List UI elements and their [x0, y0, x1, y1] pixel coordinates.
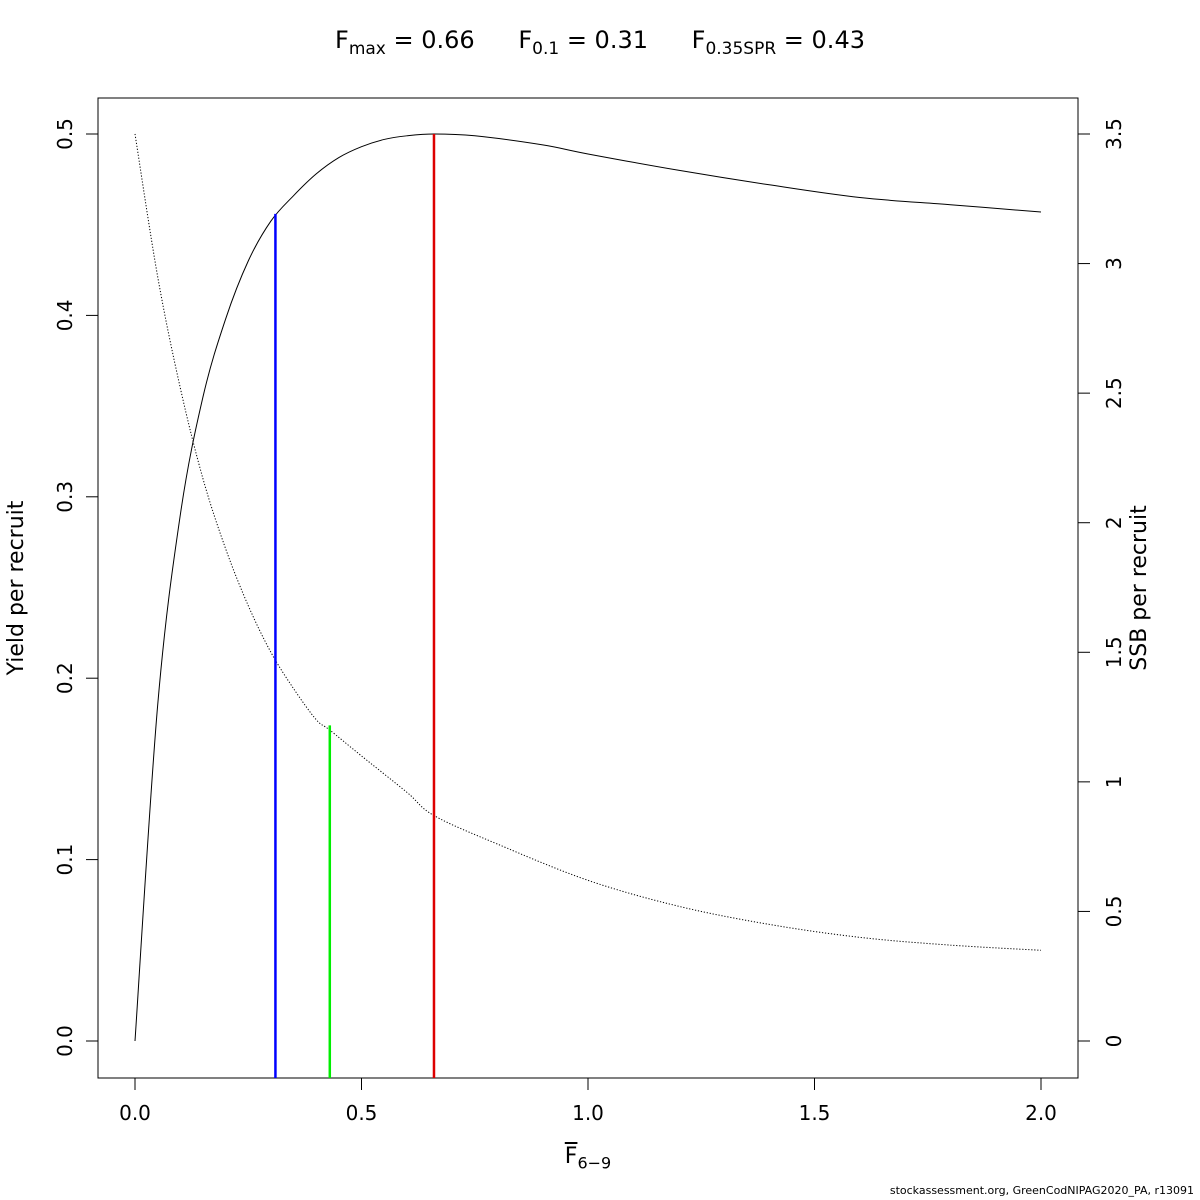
- x-tick-label: 0.0: [119, 1101, 151, 1125]
- x-axis-label-symbol: F: [564, 1144, 578, 1169]
- y-axis-left-label: Yield per recruit: [4, 500, 29, 676]
- y-right-tick-label: 3.5: [1102, 118, 1126, 150]
- title-fmax: Fmax = 0.66: [335, 26, 482, 59]
- title-f035spr-value: = 0.43: [776, 26, 865, 54]
- y-axis-left: 0.0 0.1 0.2 0.3 0.4 0.5: [53, 118, 98, 1057]
- y-left-tick-label: 0.4: [53, 299, 77, 331]
- title-f01-symbol: F: [518, 26, 533, 54]
- x-tick-label: 0.5: [346, 1101, 378, 1125]
- x-axis: 0.0 0.5 1.0 1.5 2.0: [119, 1078, 1057, 1125]
- title-f01-value: = 0.31: [559, 26, 648, 54]
- title-fmax-value: = 0.66: [385, 26, 475, 54]
- y-left-tick-label: 0.1: [53, 844, 77, 876]
- y-right-tick-label: 0.5: [1102, 896, 1126, 928]
- y-axis-right-label: SSB per recruit: [1127, 505, 1152, 671]
- x-tick-label: 1.0: [572, 1101, 604, 1125]
- title-f035spr-subscript: 0.35SPR: [705, 38, 777, 59]
- x-tick-label: 1.5: [799, 1101, 831, 1125]
- title-f01-subscript: 0.1: [532, 38, 560, 59]
- y-left-tick-label: 0.3: [53, 481, 77, 513]
- ssb-per-recruit-line: [134, 133, 1042, 951]
- y-axis-right: 0 0.5 1 1.5 2 2.5 3 3.5: [1078, 118, 1126, 1047]
- y-right-tick-label: 2.5: [1102, 377, 1126, 409]
- y-right-tick-label: 1.5: [1102, 636, 1126, 668]
- x-axis-label: F6−9: [0, 1144, 1176, 1172]
- title-f035spr: F0.35SPR = 0.43: [691, 26, 865, 59]
- title-f01: F0.1 = 0.31: [518, 26, 655, 59]
- y-right-tick-label: 2: [1102, 516, 1126, 529]
- y-right-tick-label: 3: [1102, 257, 1126, 270]
- y-left-tick-label: 0.2: [53, 662, 77, 694]
- title-fmax-subscript: max: [348, 38, 386, 59]
- x-axis-label-subscript: 6−9: [577, 1153, 612, 1173]
- reference-lines: [274, 134, 436, 1078]
- x-tick-label: 2.0: [1025, 1101, 1057, 1125]
- credit-text: stockassessment.org, GreenCodNIPAG2020_P…: [889, 1184, 1194, 1197]
- title-f035spr-symbol: F: [691, 26, 706, 54]
- yield-per-recruit-line: [134, 133, 1042, 1042]
- y-left-tick-label: 0.5: [53, 118, 77, 150]
- plot-frame: [97, 97, 1079, 1079]
- y-right-tick-label: 1: [1102, 775, 1126, 788]
- title-fmax-symbol: F: [335, 26, 349, 54]
- y-left-tick-label: 0.0: [53, 1025, 77, 1057]
- series-layer: [134, 133, 1042, 1042]
- chart-title: Fmax = 0.66 F0.1 = 0.31 F0.35SPR = 0.43: [0, 26, 1200, 59]
- y-right-tick-label: 0: [1102, 1035, 1126, 1048]
